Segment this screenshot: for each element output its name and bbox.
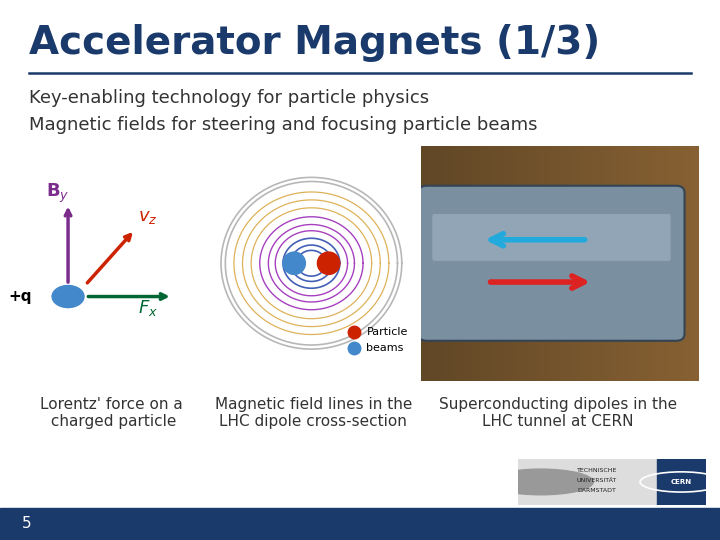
Text: Magnetic fields for steering and focusing particle beams: Magnetic fields for steering and focusin… [29, 116, 537, 134]
Text: Accelerator Magnets (1/3): Accelerator Magnets (1/3) [29, 24, 600, 62]
Text: Particle: Particle [366, 327, 408, 337]
Ellipse shape [52, 286, 84, 308]
Text: $v_z$: $v_z$ [138, 208, 157, 226]
Circle shape [283, 252, 305, 274]
FancyBboxPatch shape [432, 214, 671, 261]
Bar [657, 459, 706, 505]
Text: DARMSTADT: DARMSTADT [577, 488, 616, 493]
Text: beams: beams [366, 342, 404, 353]
Bar [518, 459, 657, 505]
Text: +q: +q [9, 289, 32, 304]
Text: 5: 5 [22, 516, 31, 531]
Circle shape [488, 469, 593, 495]
Text: Lorentz' force on a
 charged particle: Lorentz' force on a charged particle [40, 397, 183, 429]
Text: CERN: CERN [671, 479, 692, 485]
Circle shape [318, 252, 340, 274]
Text: TECHNISCHE: TECHNISCHE [577, 468, 617, 473]
Text: Key-enabling technology for particle physics: Key-enabling technology for particle phy… [29, 89, 429, 107]
Text: Magnetic field lines in the
LHC dipole cross-section: Magnetic field lines in the LHC dipole c… [215, 397, 412, 429]
Text: $F_x$: $F_x$ [138, 298, 158, 318]
FancyBboxPatch shape [418, 186, 685, 341]
Text: $\mathbf{B}_y$: $\mathbf{B}_y$ [46, 181, 69, 205]
Text: Superconducting dipoles in the
LHC tunnel at CERN: Superconducting dipoles in the LHC tunne… [439, 397, 677, 429]
Bar [0, 508, 720, 540]
Text: UNIVERSITÄT: UNIVERSITÄT [577, 478, 617, 483]
